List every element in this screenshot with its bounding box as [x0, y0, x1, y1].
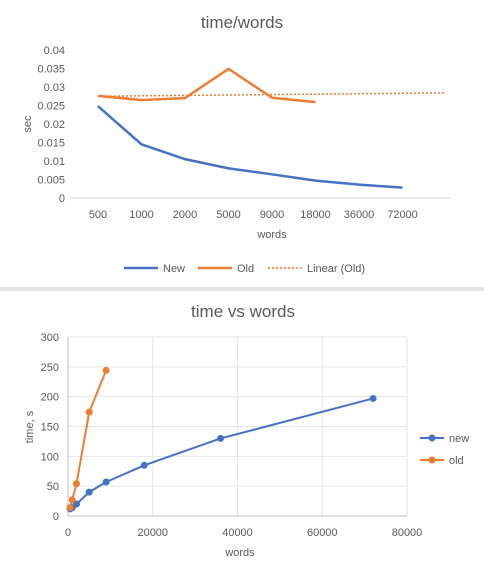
x-tick-label: 40000 [222, 527, 253, 539]
trendline-linear-old [97, 92, 445, 97]
data-point-old [68, 496, 76, 504]
data-point-new [217, 434, 225, 442]
chart-title: time vs words [191, 302, 295, 321]
data-point-old [85, 408, 93, 416]
y-tick-label: 0 [53, 511, 59, 523]
x-tick-label: 60000 [307, 527, 338, 539]
y-tick-label: 0.04 [44, 45, 65, 57]
data-point-old [72, 480, 80, 488]
y-axis-label: time, s [24, 410, 36, 443]
data-point-new [85, 488, 93, 496]
legend-label-old: old [449, 455, 464, 467]
x-tick-label: 1000 [129, 209, 153, 221]
series-line-new [69, 397, 374, 510]
legend-label-new: new [449, 433, 469, 445]
chart-time-per-words: time/words 0 0.005 0.01 0.015 0.02 0.025 0.03 0.… [22, 13, 450, 275]
y-tick-label: 150 [41, 422, 59, 434]
data-point-old [66, 504, 74, 512]
chart-panel-time-vs-words[interactable]: time vs words 0 50 100 150 200 250 300 0 20000 400… [0, 291, 484, 579]
data-point-new [102, 478, 110, 486]
x-axis-label: words [224, 547, 255, 559]
x-tick-label: 0 [65, 527, 71, 539]
y-tick-label: 0.03 [44, 82, 65, 94]
legend-marker-old [428, 456, 436, 464]
y-tick-label: 0.015 [37, 138, 65, 150]
y-tick-label: 200 [41, 392, 59, 404]
y-tick-label: 0.025 [37, 101, 65, 113]
x-tick-label: 2000 [173, 209, 197, 221]
legend-label-new: New [163, 263, 185, 275]
y-tick-label: 0.01 [44, 156, 65, 168]
y-tick-label: 0.005 [37, 175, 65, 187]
series-line-old [97, 67, 316, 104]
y-axis-label: sec [22, 115, 34, 133]
x-tick-label: 20000 [137, 527, 168, 539]
x-tick-label: 5000 [216, 209, 240, 221]
y-tick-label: 50 [47, 481, 59, 493]
data-point-new [369, 394, 377, 402]
y-tick-label: 250 [41, 362, 59, 374]
data-point-new [140, 461, 148, 469]
x-tick-label: 18000 [300, 209, 331, 221]
y-tick-label: 0.035 [37, 64, 65, 76]
x-axis-label: words [256, 229, 287, 241]
x-tick-label: 9000 [260, 209, 284, 221]
x-tick-label: 80000 [392, 527, 423, 539]
y-tick-label: 300 [41, 332, 59, 344]
y-tick-label: 0 [59, 193, 65, 205]
chart-time-vs-words: time vs words 0 50 100 150 200 250 300 0 20000 400… [24, 302, 469, 559]
legend-label-linear-old: Linear (Old) [307, 263, 365, 275]
chart-panel-time-per-words[interactable]: time/words 0 0.005 0.01 0.015 0.02 0.025 0.03 0.… [0, 0, 484, 287]
y-tick-label: 0.02 [44, 119, 65, 131]
y-tick-label: 100 [41, 451, 59, 463]
series-line-new [97, 105, 403, 189]
chart-title: time/words [201, 13, 283, 32]
x-tick-label: 72000 [387, 209, 418, 221]
data-point-old [102, 366, 110, 374]
x-tick-label: 36000 [344, 209, 375, 221]
legend-marker-new [428, 434, 436, 442]
x-tick-label: 500 [89, 209, 107, 221]
legend-label-old: Old [237, 263, 254, 275]
